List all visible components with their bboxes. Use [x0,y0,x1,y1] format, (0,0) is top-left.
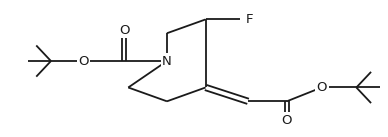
Text: O: O [78,55,89,68]
Text: O: O [282,114,292,127]
Text: N: N [162,55,172,68]
Text: F: F [246,13,253,26]
Text: O: O [316,81,327,94]
Text: O: O [119,24,130,37]
